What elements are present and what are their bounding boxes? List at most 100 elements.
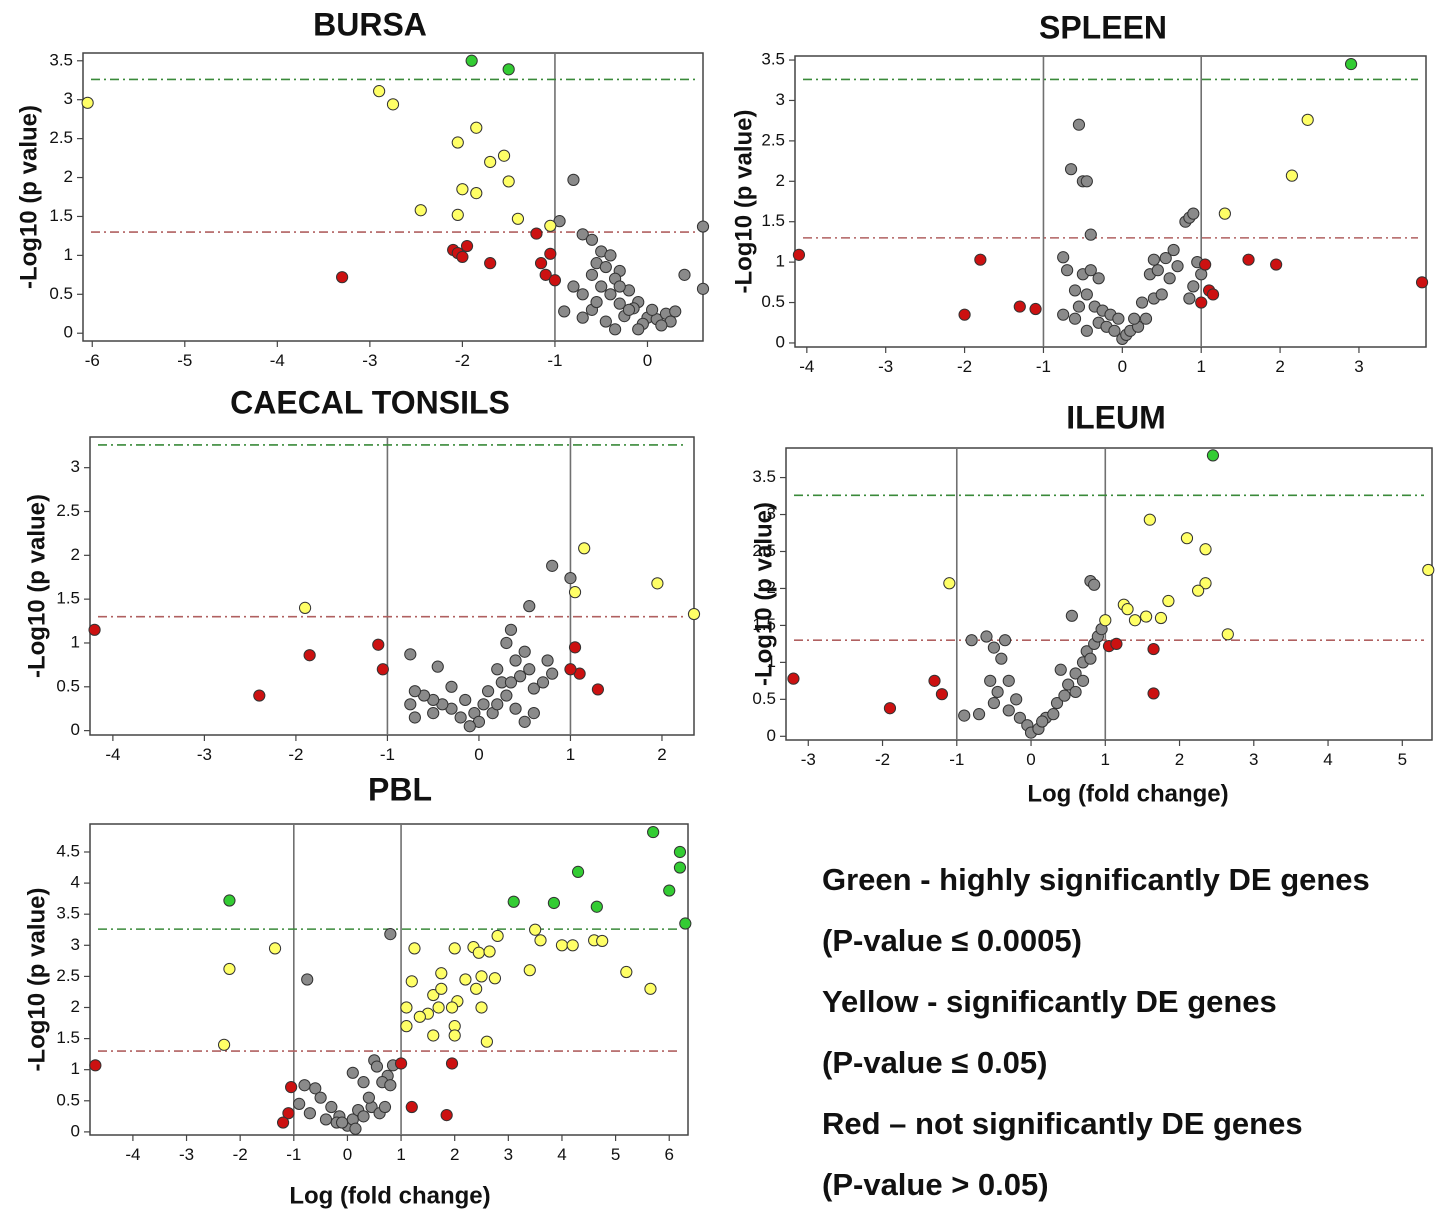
- data-point-gray: [987, 696, 1001, 710]
- data-point-red: [544, 247, 557, 260]
- data-point-yellow: [223, 962, 236, 976]
- y-tick-label: 0: [71, 720, 80, 739]
- y-tick-label: 1: [767, 652, 776, 671]
- x-tick-label: -4: [799, 357, 814, 376]
- legend-line-green-threshold: (P-value ≤ 0.0005): [822, 923, 1082, 958]
- data-point-gray: [987, 641, 1001, 654]
- y-tick-label: 0.5: [56, 1090, 80, 1109]
- y-tick-label: 2.5: [56, 501, 80, 520]
- data-point-yellow: [448, 942, 461, 955]
- data-point-gray: [984, 674, 997, 687]
- y-tick-label: 2: [776, 171, 785, 190]
- data-point-gray: [523, 663, 536, 676]
- data-point-yellow: [1422, 563, 1435, 577]
- data-point-gray: [477, 698, 490, 711]
- data-point-yellow: [414, 204, 427, 217]
- x-tick-label: -3: [179, 1145, 194, 1164]
- data-point-gray: [632, 323, 645, 336]
- x-tick-label: 3: [1354, 357, 1363, 376]
- data-point-gray: [546, 559, 559, 572]
- data-point-gray: [408, 711, 421, 724]
- x-tick-label: -4: [105, 745, 120, 764]
- data-point-red: [460, 239, 474, 253]
- data-point-gray: [604, 288, 617, 301]
- data-point-yellow: [534, 934, 547, 947]
- data-point-green: [223, 894, 236, 907]
- y-tick-label: 2: [71, 545, 80, 564]
- x-tick-label: 6: [664, 1145, 673, 1164]
- x-tick-label: 2: [1175, 750, 1184, 769]
- data-point-gray: [1068, 284, 1082, 297]
- x-tick-label: -1: [949, 750, 964, 769]
- y-tick-label: 3: [64, 89, 73, 108]
- data-point-gray: [384, 927, 397, 941]
- data-point-yellow: [386, 98, 400, 111]
- y-tick-label: 1: [71, 1059, 80, 1078]
- panel-title: CAECAL TONSILS: [230, 384, 510, 420]
- panel-caecal-tonsils: CAECAL TONSILS -4 -3 -2 -1 0 1 2 0 0.5 1 1.5 2 2.5 3 -L…: [23, 384, 701, 764]
- data-point-gray: [1171, 260, 1184, 273]
- y-tick-label: 4: [71, 873, 80, 892]
- y-tick-label: 2: [64, 167, 73, 186]
- data-point-gray: [669, 305, 682, 318]
- y-tick-label: 3: [71, 457, 80, 476]
- data-point-gray: [463, 720, 476, 733]
- data-point-red: [1242, 253, 1255, 266]
- data-point-red: [456, 250, 469, 264]
- x-tick-label: -2: [455, 351, 470, 370]
- data-point-red: [285, 1081, 298, 1094]
- y-tick-label: 1.5: [56, 589, 80, 608]
- x-tick-label: -3: [197, 745, 212, 764]
- data-point-green: [647, 825, 660, 839]
- data-point-yellow: [268, 942, 282, 955]
- panel-bursa: BURSA -6 -5 -4 -3 -2 -1 0 0 0.5 1 1.5 2 2.5 3 3.5 -Log10…: [15, 6, 710, 370]
- y-tick-label: 1: [71, 632, 80, 651]
- data-point-gray: [445, 680, 458, 693]
- data-point-yellow: [459, 973, 472, 986]
- data-point-yellow: [555, 939, 569, 952]
- x-tick-label: 0: [1118, 357, 1127, 376]
- data-point-gray: [595, 280, 608, 293]
- y-tick-label: 3.5: [761, 50, 785, 69]
- data-point-yellow: [217, 1038, 231, 1051]
- data-point-green: [679, 917, 692, 930]
- x-tick-label: -3: [878, 357, 893, 376]
- data-point-gray: [1128, 312, 1141, 325]
- data-point-yellow: [1154, 611, 1168, 625]
- data-point-gray: [1054, 663, 1067, 676]
- data-point-red: [372, 638, 385, 651]
- data-point-gray: [454, 711, 467, 724]
- data-point-red: [530, 227, 543, 240]
- y-tick-label: 0: [767, 726, 776, 745]
- data-point-red: [1147, 687, 1160, 700]
- data-point-yellow: [687, 607, 701, 621]
- x-tick-label: 0: [643, 351, 652, 370]
- data-point-red: [88, 623, 101, 636]
- data-point-gray: [1057, 308, 1070, 321]
- y-tick-label: 3: [71, 935, 80, 954]
- data-point-gray: [1065, 609, 1078, 622]
- legend-line-red-threshold: (P-value > 0.05): [822, 1167, 1049, 1202]
- data-point-yellow: [568, 586, 582, 599]
- x-tick-label: 2: [1275, 357, 1284, 376]
- data-point-gray: [404, 698, 417, 711]
- data-point-gray: [622, 303, 636, 316]
- data-point-gray: [384, 1079, 397, 1092]
- data-point-gray: [1013, 711, 1026, 724]
- data-point-gray: [576, 288, 589, 301]
- data-point-gray: [1010, 693, 1023, 706]
- data-point-green: [673, 845, 687, 859]
- y-axis-label: -Log10 (p value): [730, 109, 757, 293]
- data-point-gray: [509, 702, 522, 715]
- data-point-gray: [998, 634, 1012, 647]
- data-point-gray: [585, 233, 599, 246]
- data-point-gray: [590, 295, 603, 309]
- data-point-gray: [303, 1107, 316, 1120]
- panel-pbl: PBL -4 -3 -2 -1 0 1 2 3 4 5 6 0 0.5 1 1.5 2 2.5 3 3.5 4 4.5 -L…: [23, 771, 692, 1209]
- panel-spleen: SPLEEN -4 -3 -2 -1 0 1 2 3 0 0.5 1 1.5 2 2.5 3 3.5 -Log10…: [730, 9, 1429, 376]
- x-tick-label: 4: [1323, 750, 1332, 769]
- data-point-gray: [346, 1066, 359, 1079]
- data-point-gray: [546, 667, 559, 680]
- data-point-gray: [325, 1100, 338, 1114]
- data-point-red: [394, 1057, 408, 1070]
